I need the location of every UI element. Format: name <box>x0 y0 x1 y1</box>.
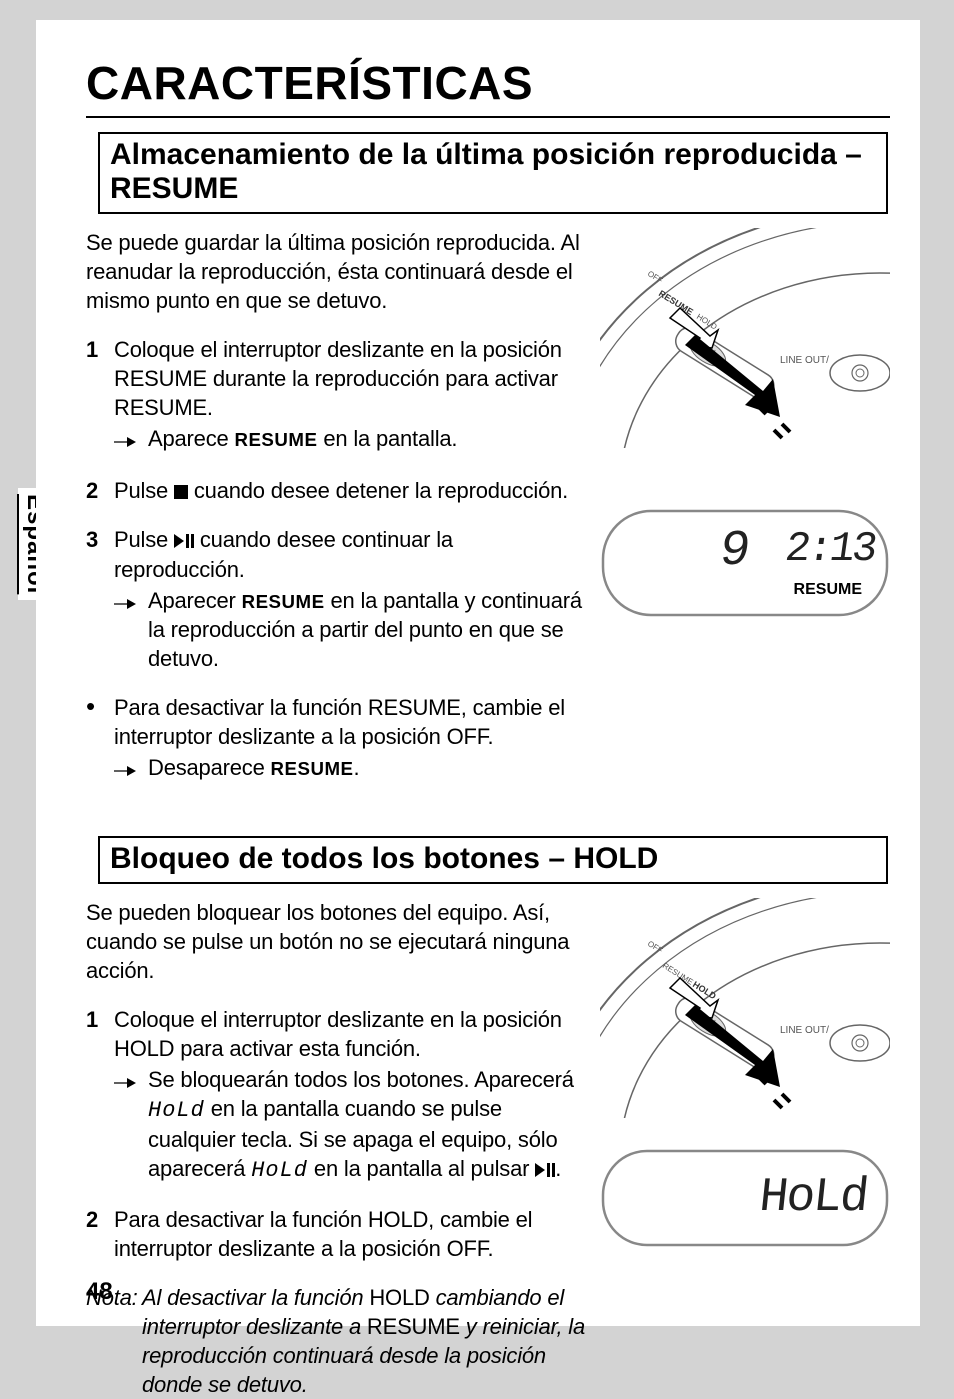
section-hold-heading: Bloqueo de todos los botones – HOLD <box>110 842 876 876</box>
section-resume-intro: Se puede guardar la última posición repr… <box>86 228 588 315</box>
section-resume-body: Se puede guardar la última posición repr… <box>86 228 890 792</box>
section-hold-intro: Se pueden bloquear los botones del equip… <box>86 898 588 985</box>
section-hold-figures: OFF RESUME HOLD LINE OUT/ <box>600 898 890 1399</box>
t: RESUME <box>367 1314 460 1339</box>
lcd-time: 2:13 <box>782 525 878 573</box>
resume-bullet: • Para desactivar la función RESUME, cam… <box>86 693 588 785</box>
page-content: CARACTERÍSTICAS Almacenamiento de la últ… <box>36 20 920 1326</box>
section-resume-heading-box: Almacenamiento de la última posición rep… <box>98 132 888 214</box>
resume-smallcap: RESUME <box>242 591 325 612</box>
hold-step1-result-text: Se bloquearán todos los botones. Aparece… <box>148 1065 588 1185</box>
section-resume-text: Se puede guardar la última posición repr… <box>86 228 588 792</box>
step-number: 1 <box>86 335 114 456</box>
section-resume-figures: OFF RESUME HOLD LINE OUT/ <box>600 228 890 792</box>
step3-result-text: Aparecer RESUME en la pantalla y continu… <box>148 586 588 673</box>
section-resume-heading: Almacenamiento de la última posición rep… <box>110 138 876 206</box>
t: cuando desee detener la reproducción. <box>188 478 568 503</box>
t: Para desactivar la función RESUME, cambi… <box>114 695 565 749</box>
hold-step-2: 2 Para desactivar la función HOLD, cambi… <box>86 1205 588 1263</box>
result-arrow-icon <box>114 586 148 618</box>
play-pause-icon <box>174 526 194 555</box>
step-text: Pulse cuando desee continuar la reproduc… <box>114 525 588 673</box>
section-hold-steps: 1 Coloque el interruptor deslizante en l… <box>86 1005 588 1263</box>
section-hold-body: Se pueden bloquear los botones del equip… <box>86 898 890 1399</box>
note-block: Nota: Al desactivar la función HOLD camb… <box>86 1283 588 1399</box>
hold-step1-result: Se bloquearán todos los botones. Aparece… <box>114 1065 588 1185</box>
t: Coloque el interruptor deslizante en la … <box>114 1007 562 1061</box>
step-number: 1 <box>86 1005 114 1185</box>
step-text: Coloque el interruptor deslizante en la … <box>114 335 588 456</box>
lcd-indicator: RESUME <box>794 581 863 598</box>
step-text: Coloque el interruptor deslizante en la … <box>114 1005 588 1185</box>
label-lineout: LINE OUT/ <box>780 1025 829 1036</box>
t: en la pantalla. <box>317 426 457 451</box>
hold-step-1: 1 Coloque el interruptor deslizante en l… <box>86 1005 588 1185</box>
play-pause-icon <box>535 1155 555 1184</box>
bullet-text: Para desactivar la función RESUME, cambi… <box>114 693 588 785</box>
t: Desaparece <box>148 755 271 780</box>
result-arrow-icon <box>114 753 148 785</box>
section-hold-text: Se pueden bloquear los botones del equip… <box>86 898 588 1399</box>
lcd-hold-text: HoLd <box>757 1171 870 1225</box>
t: Aparece <box>148 426 234 451</box>
step1-text: Coloque el interruptor deslizante en la … <box>114 337 562 420</box>
stop-icon <box>174 485 188 499</box>
hold-lcd-text: HoLd <box>148 1098 205 1123</box>
note-text: Al desactivar la función HOLD cambiando … <box>142 1283 588 1399</box>
step-text: Pulse cuando desee detener la reproducci… <box>114 476 588 505</box>
lcd-resume-figure: 9 2:13 RESUME <box>600 508 890 623</box>
step3-result: Aparecer RESUME en la pantalla y continu… <box>114 586 588 673</box>
result-arrow-icon <box>114 424 148 456</box>
t: Se bloquearán todos los botones. Aparece… <box>148 1067 574 1092</box>
step-number: 2 <box>86 1205 114 1263</box>
result-arrow-icon <box>114 1065 148 1097</box>
bullet-dot: • <box>86 693 114 785</box>
t: Pulse <box>114 527 174 552</box>
resume-step-1: 1 Coloque el interruptor deslizante en l… <box>86 335 588 456</box>
step-number: 2 <box>86 476 114 505</box>
t: Al desactivar la función <box>142 1285 369 1310</box>
resume-step-2: 2 Pulse cuando desee detener la reproduc… <box>86 476 588 505</box>
step1-result: Aparece RESUME en la pantalla. <box>114 424 588 456</box>
page-number: 48 <box>86 1278 113 1306</box>
t: Pulse <box>114 478 174 503</box>
section-hold-heading-box: Bloqueo de todos los botones – HOLD <box>98 836 888 884</box>
device-hold-figure: OFF RESUME HOLD LINE OUT/ <box>600 898 890 1118</box>
page-title: CARACTERÍSTICAS <box>86 56 890 118</box>
resume-smallcap: RESUME <box>271 758 354 779</box>
section-resume-steps: 1 Coloque el interruptor deslizante en l… <box>86 335 588 673</box>
device-resume-figure: OFF RESUME HOLD LINE OUT/ <box>600 228 890 448</box>
t: HOLD <box>369 1285 429 1310</box>
step-text: Para desactivar la función HOLD, cambie … <box>114 1205 588 1263</box>
bullet-result-text: Desaparece RESUME. <box>148 753 588 782</box>
t: . <box>555 1156 561 1181</box>
step-number: 3 <box>86 525 114 673</box>
resume-step-3: 3 Pulse cuando desee continuar la reprod… <box>86 525 588 673</box>
step1-result-text: Aparece RESUME en la pantalla. <box>148 424 588 453</box>
resume-smallcap: RESUME <box>234 429 317 450</box>
lcd-hold-figure: HoLd <box>600 1148 890 1253</box>
t: en la pantalla al pulsar <box>308 1156 535 1181</box>
label-lineout: LINE OUT/ <box>780 355 829 366</box>
hold-lcd-text: HoLd <box>251 1158 308 1183</box>
t: . <box>354 755 360 780</box>
t: Aparecer <box>148 588 242 613</box>
bullet-result: Desaparece RESUME. <box>114 753 588 785</box>
t: Para desactivar la función HOLD, cambie … <box>114 1207 532 1261</box>
